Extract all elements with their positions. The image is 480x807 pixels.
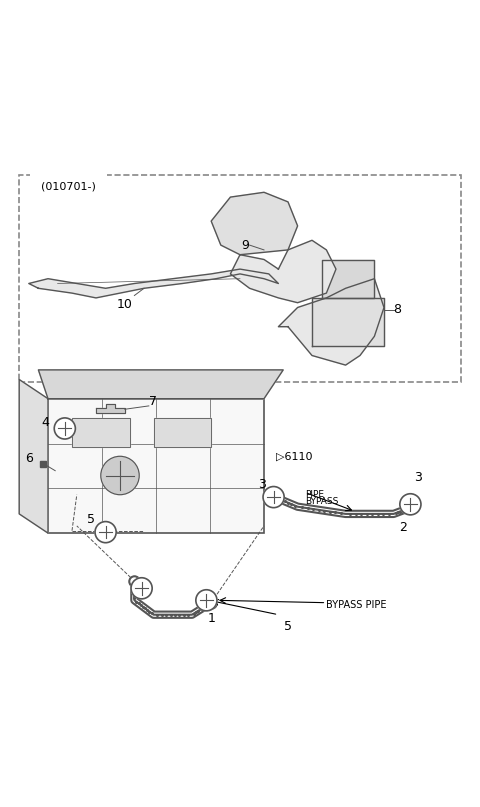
Circle shape <box>95 521 116 542</box>
Text: 5: 5 <box>87 513 95 526</box>
Circle shape <box>196 590 217 611</box>
Circle shape <box>131 578 152 599</box>
Bar <box>154 418 211 447</box>
Polygon shape <box>230 240 336 303</box>
Text: (010701-): (010701-) <box>41 182 96 192</box>
Text: 3: 3 <box>414 470 421 483</box>
Polygon shape <box>312 298 384 346</box>
Text: 6: 6 <box>25 452 33 465</box>
Circle shape <box>54 418 75 439</box>
Text: 2: 2 <box>399 521 407 534</box>
Polygon shape <box>211 192 298 255</box>
Text: PIPE: PIPE <box>305 490 324 499</box>
Bar <box>72 418 130 447</box>
Text: 8: 8 <box>394 303 402 316</box>
Bar <box>154 418 211 447</box>
Text: 4: 4 <box>42 416 49 429</box>
Text: 10: 10 <box>117 298 133 311</box>
Circle shape <box>400 494 421 515</box>
Circle shape <box>263 487 284 508</box>
Polygon shape <box>96 404 125 413</box>
Polygon shape <box>19 379 48 533</box>
Text: 9: 9 <box>242 239 250 252</box>
Text: ▷6110: ▷6110 <box>276 451 312 462</box>
Text: 7: 7 <box>149 395 157 408</box>
Polygon shape <box>38 370 283 399</box>
FancyBboxPatch shape <box>19 175 461 382</box>
Circle shape <box>101 456 139 495</box>
Bar <box>72 418 130 447</box>
Polygon shape <box>322 260 374 298</box>
FancyBboxPatch shape <box>48 399 264 533</box>
Polygon shape <box>278 278 384 365</box>
Text: 5: 5 <box>284 621 292 633</box>
Text: BYPASS: BYPASS <box>305 497 338 506</box>
Text: 1: 1 <box>207 613 215 625</box>
Text: 3: 3 <box>258 478 265 491</box>
Text: BYPASS PIPE: BYPASS PIPE <box>326 600 387 610</box>
Polygon shape <box>29 269 278 298</box>
